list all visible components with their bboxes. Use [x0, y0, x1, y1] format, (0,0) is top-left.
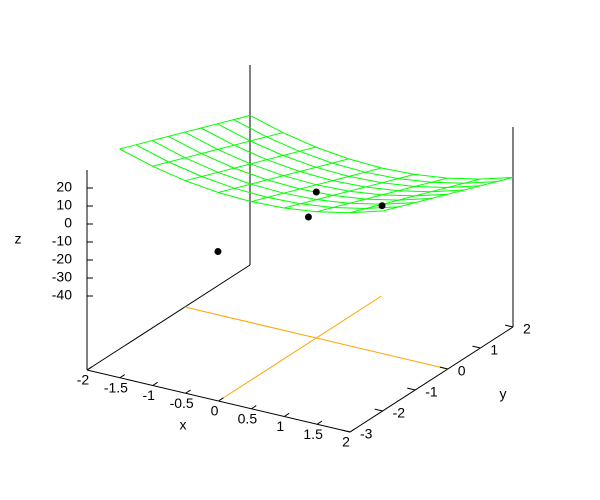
data-point	[378, 202, 386, 210]
x-tick	[152, 381, 158, 386]
x-tick	[316, 420, 323, 425]
y-tick	[341, 429, 351, 433]
data-point	[312, 188, 320, 196]
x-tick-label: -1	[143, 387, 156, 403]
x-tick	[218, 397, 224, 402]
x-tick	[251, 405, 257, 410]
surface-line	[119, 148, 383, 214]
zero-axis	[218, 295, 382, 402]
surface-line	[152, 132, 283, 167]
y-tick-label: -1	[425, 384, 438, 400]
y-tick-label: 1	[490, 342, 498, 358]
y-tick-label: 2	[523, 321, 531, 337]
z-tick-label: 20	[56, 179, 72, 195]
surface-line	[250, 167, 382, 203]
surface-line	[316, 177, 448, 213]
x-tick-label: -2	[77, 372, 90, 388]
surface-line	[185, 146, 316, 182]
z-tick-label: 0	[64, 215, 72, 231]
y-tick-label: -3	[360, 426, 373, 442]
x-tick	[86, 366, 93, 371]
z-tick-label: 10	[56, 197, 72, 213]
x-tick	[283, 412, 290, 417]
axis-line	[86, 264, 251, 371]
data-point	[214, 248, 222, 255]
y-axis-label: y	[500, 386, 507, 402]
surface-line	[382, 176, 514, 212]
y-tick	[439, 366, 448, 370]
axis-line	[349, 326, 514, 433]
x-tick-label: 1	[276, 418, 284, 434]
x-tick-label: 0	[211, 403, 219, 419]
data-point	[304, 213, 312, 221]
x-tick-label: 0.5	[238, 410, 258, 426]
z-tick-label: -10	[52, 233, 72, 249]
x-axis-label: x	[180, 417, 187, 433]
z-tick-label: -40	[52, 287, 72, 303]
z-tick-label: -30	[52, 269, 72, 285]
surface-line	[349, 178, 481, 214]
z-tick-label: -20	[52, 251, 72, 267]
x-tick	[349, 428, 356, 433]
x-tick-label: -1.5	[104, 379, 128, 395]
y-tick-label: -2	[393, 405, 406, 421]
x-tick-label: -0.5	[170, 395, 194, 411]
x-tick	[185, 389, 191, 394]
surface-line	[218, 158, 349, 193]
surface-line	[283, 173, 415, 209]
y-tick-label: 0	[458, 363, 466, 379]
x-tick-label: 1.5	[303, 426, 323, 442]
y-tick	[504, 324, 514, 328]
z-axis-label: z	[15, 231, 22, 247]
x-tick-label: 2	[342, 434, 350, 450]
surface-line	[119, 114, 251, 150]
y-tick	[472, 345, 481, 349]
zero-axis	[184, 306, 448, 370]
y-tick	[374, 408, 383, 412]
x-tick	[119, 374, 126, 379]
y-tick	[407, 387, 416, 391]
